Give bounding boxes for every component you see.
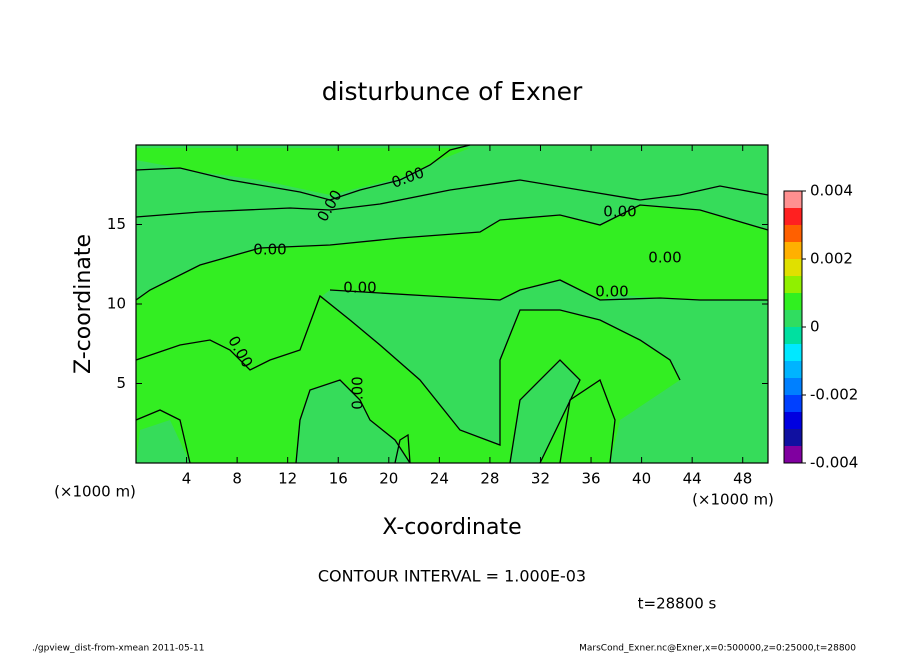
field-region	[136, 148, 470, 195]
colorbar-tick-label: 0.002	[810, 250, 853, 268]
contour-label: 0.00	[648, 249, 681, 267]
colorbar-band	[784, 429, 802, 446]
contour-label: 0.00	[349, 376, 367, 409]
footer-left: ./gpview_dist-from-xmean 2011-05-11	[32, 644, 204, 654]
y-tick-label: 5	[116, 374, 126, 392]
x-tick-label: 44	[683, 470, 702, 488]
footer-right: MarsCond_Exner.nc@Exner,x=0:500000,z=0:2…	[579, 644, 856, 654]
colorbar-tick-label: 0	[810, 318, 820, 336]
colorbar-band	[784, 378, 802, 395]
chart-title: disturbunce of Exner	[322, 77, 583, 106]
contour-line	[135, 204, 769, 301]
x-unit-label: (×1000 m)	[54, 483, 136, 501]
y-tick-label: 10	[107, 295, 126, 313]
contour-line	[295, 379, 411, 464]
y-tick-label: 15	[107, 215, 126, 233]
colorbar-band	[784, 293, 802, 310]
contour-label: 0.00	[603, 203, 636, 221]
field-region	[136, 205, 768, 463]
colorbar-tick-label: -0.004	[810, 454, 858, 472]
colorbar-band	[784, 242, 802, 259]
colorbar-band	[784, 259, 802, 276]
x-unit-label: (×1000 m)	[692, 491, 774, 509]
contour-line	[329, 279, 768, 301]
colorbar-band	[784, 361, 802, 378]
x-tick-label: 12	[278, 470, 297, 488]
contour-lines	[135, 144, 769, 464]
colorbar-tick-label: 0.004	[810, 182, 853, 200]
x-tick-label: 20	[379, 470, 398, 488]
contour-label: 0.00	[343, 279, 376, 297]
x-tick-label: 48	[733, 470, 752, 488]
x-tick-label: 8	[232, 470, 242, 488]
x-tick-label: 16	[329, 470, 348, 488]
colorbar-band	[784, 208, 802, 225]
contour-line	[135, 179, 769, 218]
contour-line	[135, 144, 471, 201]
x-tick-label: 32	[531, 470, 550, 488]
x-tick-label: 36	[581, 470, 600, 488]
y-axis-label: Z-coordinate	[71, 234, 96, 374]
colorbar-band	[784, 412, 802, 429]
x-tick-label: 28	[480, 470, 499, 488]
colorbar-band	[784, 191, 802, 208]
x-tick-label: 40	[632, 470, 651, 488]
colorbar-band	[784, 225, 802, 242]
contour-line	[135, 294, 681, 446]
contour-line	[394, 433, 411, 464]
colorbar-band	[784, 327, 802, 344]
field	[136, 145, 768, 463]
contour-interval: CONTOUR INTERVAL = 1.000E-03	[318, 567, 586, 586]
colorbar-band	[784, 344, 802, 361]
colorbar-tick-label: -0.002	[810, 386, 858, 404]
contour-line	[559, 379, 616, 464]
contour-line	[135, 409, 191, 464]
contour-line	[509, 359, 581, 464]
x-tick-label: 24	[430, 470, 449, 488]
colorbar-band	[784, 310, 802, 327]
colorbar-band	[784, 446, 802, 463]
colorbar-band	[784, 395, 802, 412]
contour-label: 0.00	[595, 283, 628, 301]
contour-label: 0.00	[253, 241, 286, 259]
colorbar-band	[784, 276, 802, 293]
x-axis-label: X-coordinate	[382, 515, 521, 540]
x-tick-label: 4	[182, 470, 192, 488]
time-label: t=28800 s	[638, 595, 717, 613]
